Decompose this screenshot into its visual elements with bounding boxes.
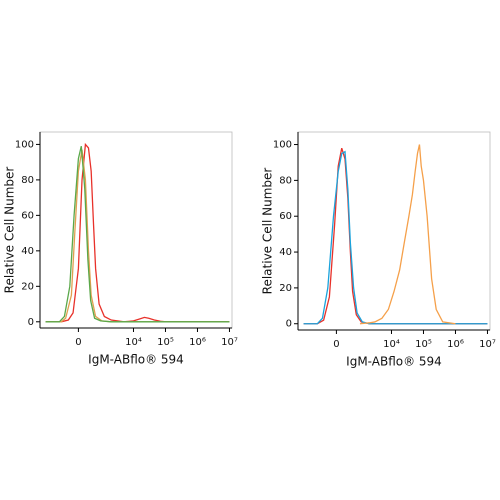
x-tick-label: 10⁵ bbox=[415, 339, 432, 350]
y-tick-label: 40 bbox=[21, 246, 34, 257]
plot-frame bbox=[39, 131, 233, 329]
y-tick-label: 0 bbox=[286, 319, 292, 330]
y-axis-title: Relative Cell Number bbox=[3, 167, 17, 294]
histogram-line bbox=[359, 144, 456, 325]
x-tick-label: 0 bbox=[333, 339, 339, 350]
y-tick-label: 100 bbox=[15, 139, 34, 150]
histogram-line bbox=[45, 149, 230, 323]
histogram-line bbox=[303, 147, 488, 325]
y-tick-label: 20 bbox=[21, 281, 34, 292]
y-axis-title: Relative Cell Number bbox=[261, 168, 275, 295]
y-tick-label: 0 bbox=[28, 317, 34, 328]
x-tick-label: 0 bbox=[75, 337, 81, 348]
y-tick-label: 80 bbox=[21, 175, 34, 186]
histogram-line bbox=[45, 142, 230, 323]
x-tick-label: 10⁷ bbox=[479, 339, 496, 350]
x-tick-label: 10⁶ bbox=[189, 337, 206, 348]
histogram-line bbox=[303, 150, 488, 325]
plot-frame bbox=[297, 131, 491, 331]
x-axis-title: IgM-ABflo® 594 bbox=[346, 355, 442, 369]
y-tick-label: 40 bbox=[279, 247, 292, 258]
x-tick-label: 10⁶ bbox=[447, 339, 464, 350]
y-tick-label: 20 bbox=[279, 283, 292, 294]
y-tick-label: 60 bbox=[21, 210, 34, 221]
x-tick-label: 10⁴ bbox=[383, 339, 400, 350]
x-tick-label: 10⁵ bbox=[157, 337, 174, 348]
y-tick-label: 80 bbox=[279, 175, 292, 186]
y-tick-label: 60 bbox=[279, 211, 292, 222]
x-axis-title: IgM-ABflo® 594 bbox=[88, 353, 184, 367]
y-tick-label: 100 bbox=[273, 140, 292, 151]
x-tick-label: 10⁴ bbox=[125, 337, 142, 348]
histogram-line bbox=[45, 146, 230, 323]
x-tick-label: 10⁷ bbox=[221, 337, 238, 348]
